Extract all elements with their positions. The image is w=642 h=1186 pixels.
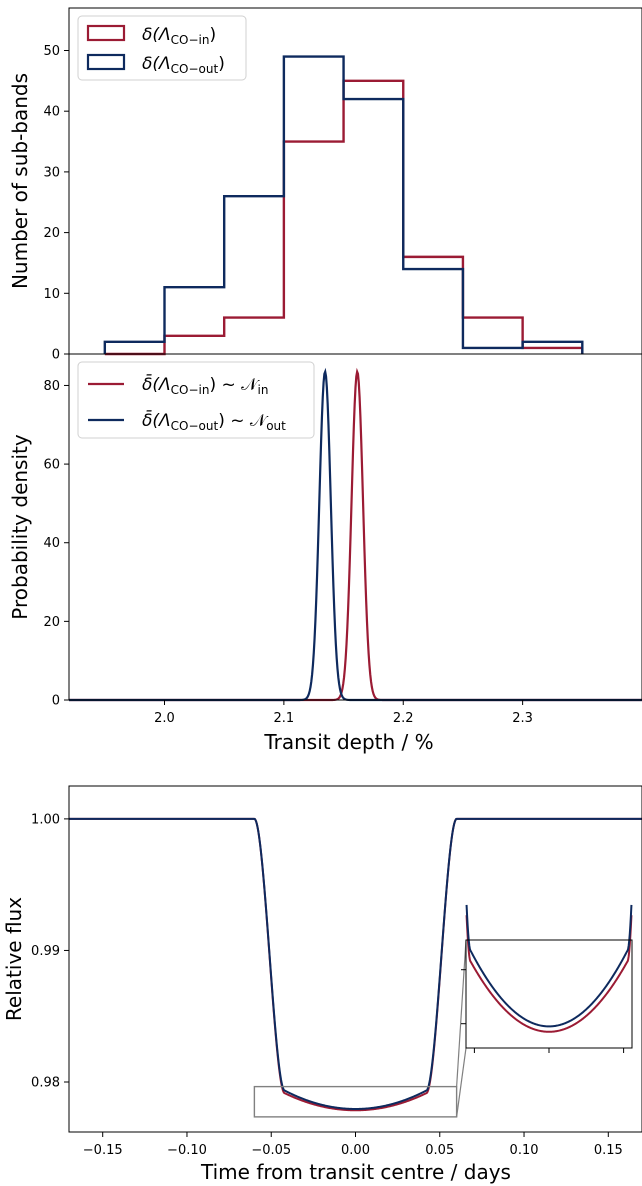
xtick-label: −0.05 bbox=[251, 1143, 291, 1158]
xtick-label: 2.1 bbox=[274, 711, 295, 726]
xtick-label: 2.0 bbox=[154, 711, 175, 726]
histogram-steps bbox=[103, 55, 584, 356]
ytick-label: 0.99 bbox=[31, 944, 60, 959]
ytick-label: 20 bbox=[43, 615, 60, 630]
zoom-box bbox=[253, 1085, 458, 1118]
zoom-connector-top bbox=[456, 939, 467, 1087]
legend-label-in: δ(ΛCO−in) bbox=[142, 25, 216, 47]
density-frame bbox=[68, 353, 642, 701]
ytick-label: 80 bbox=[43, 379, 60, 394]
density-ticks: 0 20 40 60 80 2.0 2.1 2.2 2.3 bbox=[43, 379, 533, 726]
legend-label-out: δ(ΛCO−out) bbox=[142, 54, 225, 76]
hist-step-out bbox=[103, 55, 584, 354]
ytick-label: 10 bbox=[43, 287, 60, 302]
lightcurve-ticks: 0.98 0.99 1.00 −0.15 −0.10 −0.05 0.00 0.05 0.10 0… bbox=[31, 812, 623, 1158]
density-legend: δ̄(ΛCO−in) ~ 𝒩in δ̄(ΛCO−out) ~ 𝒩out bbox=[77, 361, 315, 439]
histogram-legend: δ(ΛCO−in) δ(ΛCO−out) bbox=[77, 15, 247, 81]
inset-frame bbox=[465, 939, 633, 1049]
legend-label-in-normal: δ̄(ΛCO−in) ~ 𝒩in bbox=[142, 373, 268, 397]
ytick-label: 50 bbox=[43, 44, 60, 59]
xtick-label: 2.3 bbox=[512, 711, 533, 726]
ytick-label: 40 bbox=[43, 536, 60, 551]
xtick-label: −0.10 bbox=[167, 1143, 207, 1158]
xtick-label: 0.10 bbox=[510, 1143, 539, 1158]
histogram-panel: 0 10 20 30 40 50 Number of sub-bands δ(ΛCO−in… bbox=[8, 7, 642, 363]
legend-swatch-in bbox=[86, 24, 126, 42]
xtick-label: 0.00 bbox=[341, 1143, 370, 1158]
density-xlabel: Transit depth / % bbox=[263, 730, 433, 754]
ytick-label: 0 bbox=[52, 348, 60, 363]
lightcurve-curves bbox=[69, 817, 642, 1112]
density-ylabel: Probability density bbox=[8, 434, 32, 620]
lightcurve-xlabel: Time from transit centre / days bbox=[200, 1160, 511, 1184]
lightcurve-ylabel: Relative flux bbox=[2, 897, 26, 1021]
lightcurve-zoom bbox=[253, 904, 633, 1118]
xtick-label: 2.2 bbox=[393, 711, 414, 726]
lightcurve-frame bbox=[68, 785, 642, 1133]
lightcurve-panel: 0.98 0.99 1.00 −0.15 −0.10 −0.05 0.00 0.05 0.10 0… bbox=[2, 785, 642, 1184]
ytick-label: 30 bbox=[43, 165, 60, 180]
zoom-connector-bottom bbox=[456, 1047, 467, 1117]
flux-curve-out bbox=[69, 817, 642, 1110]
ytick-label: 0.98 bbox=[31, 1076, 60, 1091]
ytick-label: 40 bbox=[43, 105, 60, 120]
xtick-label: 0.15 bbox=[594, 1143, 623, 1158]
inset-curve-in bbox=[465, 915, 633, 1033]
ytick-label: 0 bbox=[52, 694, 60, 709]
legend-label-out-normal: δ̄(ΛCO−out) ~ 𝒩out bbox=[142, 409, 286, 433]
histogram-legend-box bbox=[77, 15, 247, 81]
ytick-label: 1.00 bbox=[31, 812, 60, 827]
density-legend-box bbox=[77, 361, 315, 439]
histogram-y-ticks: 0 10 20 30 40 50 bbox=[43, 44, 69, 363]
legend-swatch-out bbox=[86, 53, 126, 71]
ytick-label: 20 bbox=[43, 226, 60, 241]
hist-step-in bbox=[104, 79, 584, 356]
density-panel: 0 20 40 60 80 2.0 2.1 2.2 2.3 Probability densit… bbox=[8, 353, 642, 754]
xtick-label: −0.15 bbox=[83, 1143, 123, 1158]
inset-curve-out bbox=[465, 904, 633, 1028]
ytick-label: 60 bbox=[43, 458, 60, 473]
histogram-ylabel: Number of sub-bands bbox=[8, 73, 32, 289]
xtick-label: 0.05 bbox=[425, 1143, 454, 1158]
